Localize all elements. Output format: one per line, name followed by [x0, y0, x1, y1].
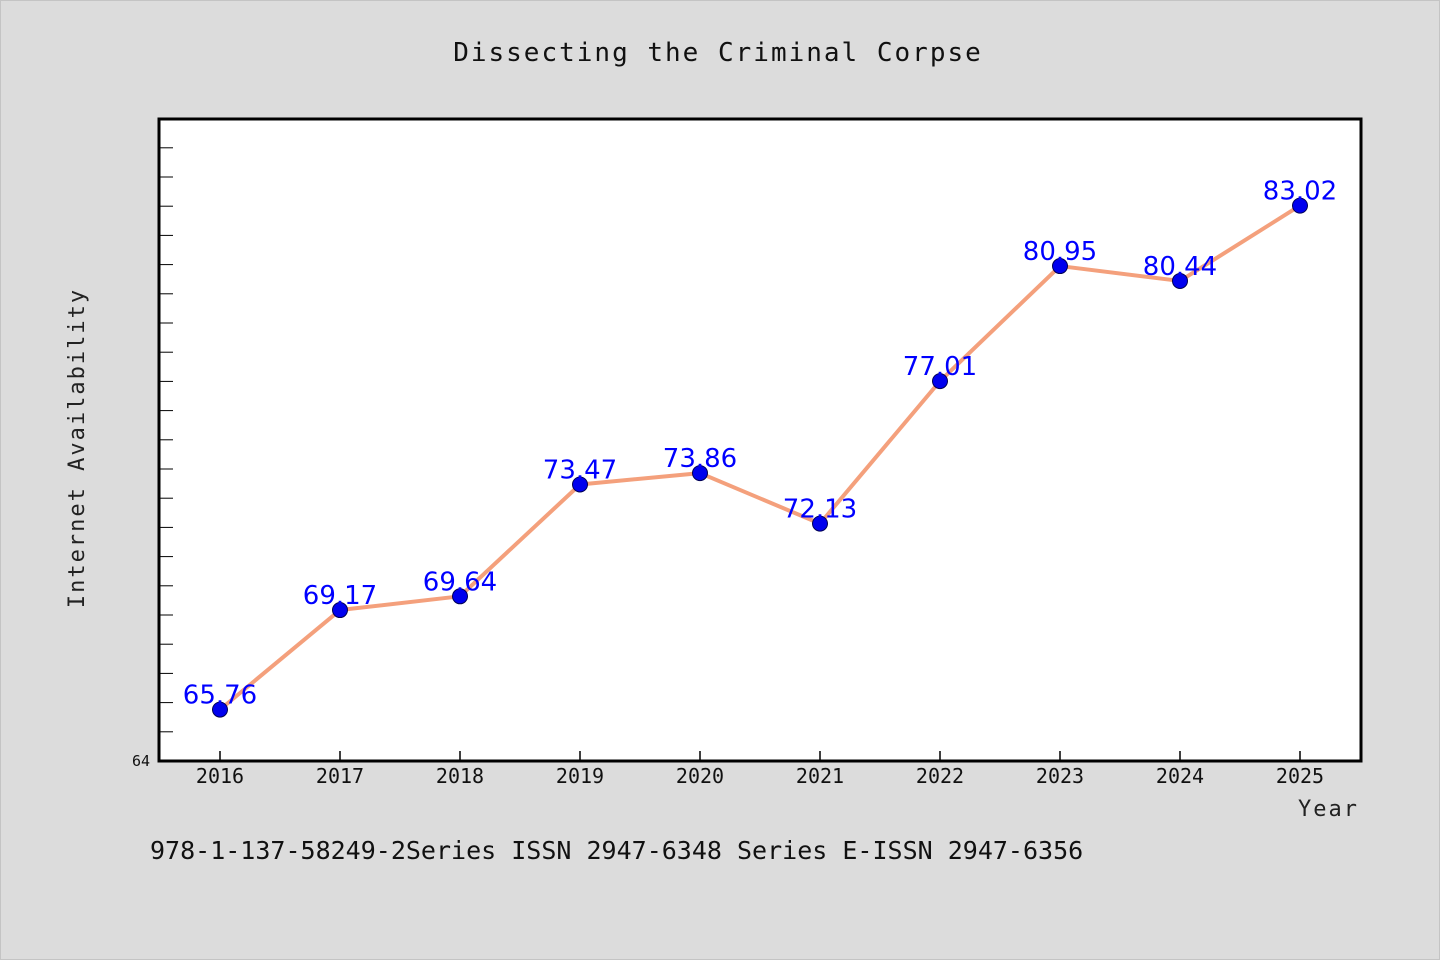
data-label: 83.02: [1263, 177, 1337, 207]
data-point: [572, 476, 588, 493]
data-label: 73.47: [543, 455, 617, 485]
y-axis-label: Internet Availability: [65, 288, 90, 608]
data-label: 72.13: [783, 495, 857, 525]
data-point: [812, 515, 828, 532]
x-tick-label: 2016: [196, 764, 244, 788]
series-markers: [212, 197, 1308, 718]
data-label: 80.95: [1023, 237, 1097, 267]
chart-title: Dissecting the Criminal Corpse: [453, 38, 983, 68]
x-axis-label: Year: [1298, 797, 1359, 822]
footer-isbn-text: 978-1-137-58249-2Series ISSN 2947-6348 S…: [150, 836, 1084, 865]
data-point: [692, 465, 708, 482]
data-label: 77.01: [903, 352, 977, 382]
x-tick-label: 2019: [556, 764, 604, 788]
x-axis-ticks: 2016 2017 2018 2019 2020 2021 2022 2023 2024 2025: [196, 751, 1324, 788]
x-tick-label: 2020: [676, 764, 724, 788]
data-label: 69.17: [303, 581, 377, 611]
data-point: [332, 602, 348, 619]
data-label: 80.44: [1143, 252, 1217, 282]
data-point: [212, 701, 228, 718]
plot-area: [157, 117, 1363, 763]
data-label: 65.76: [183, 681, 257, 711]
x-tick-label: 2018: [436, 764, 484, 788]
y-axis-ticks: [159, 147, 173, 733]
data-label: 73.86: [663, 444, 737, 474]
x-tick-label: 2022: [916, 764, 964, 788]
data-point: [1172, 272, 1188, 289]
data-labels: 65.76 69.17 69.64 73.47 73.86 72.13 77.01 80.95…: [183, 177, 1337, 711]
x-tick-label: 2025: [1276, 764, 1324, 788]
x-tick-label: 2023: [1036, 764, 1084, 788]
series-line: [218, 203, 1302, 712]
x-tick-label: 2024: [1156, 764, 1204, 788]
data-point: [1292, 197, 1308, 214]
x-tick-label: 2021: [796, 764, 844, 788]
y-tick-label-min: 64: [132, 752, 150, 770]
data-point: [932, 373, 948, 390]
data-point: [452, 588, 468, 605]
x-tick-label: 2017: [316, 764, 364, 788]
data-label: 69.64: [423, 567, 497, 597]
data-point: [1052, 258, 1068, 275]
